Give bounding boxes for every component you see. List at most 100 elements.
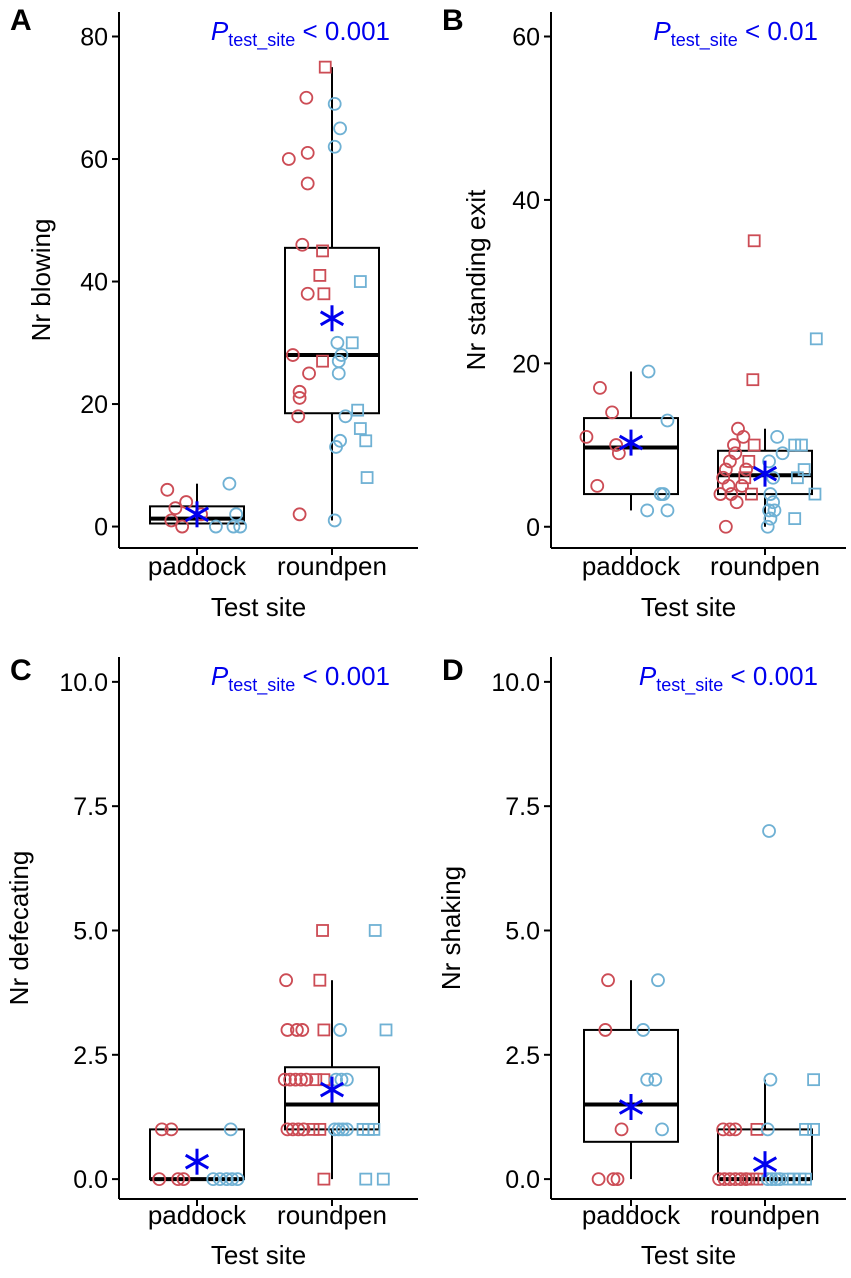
point-blue-circle bbox=[339, 1072, 354, 1087]
point-red-circle bbox=[176, 1172, 191, 1187]
point-blue-circle bbox=[327, 513, 342, 528]
point-blue-circle bbox=[775, 446, 790, 461]
point-red-circle bbox=[295, 1023, 310, 1037]
point-red-square bbox=[317, 1023, 331, 1037]
point-blue-circle bbox=[763, 511, 778, 526]
point-red-circle bbox=[294, 1072, 308, 1087]
p-value-annotation: Ptest_site < 0.001 bbox=[211, 661, 390, 696]
panel-label: D bbox=[442, 654, 464, 687]
point-blue-square bbox=[788, 512, 802, 525]
panel-c: C 0.0 2.5 5.0 7.5 10.0 paddock roundpen Test sit… bbox=[4, 654, 418, 1270]
point-red-square bbox=[747, 234, 761, 248]
point-blue-circle bbox=[334, 348, 349, 362]
y-tick-label: 10.0 bbox=[491, 669, 540, 697]
point-blue-circle bbox=[330, 335, 345, 350]
point-red-circle bbox=[154, 1122, 169, 1137]
point-red-circle bbox=[291, 1122, 306, 1137]
y-tick-label: 20 bbox=[512, 350, 540, 378]
p-symbol: P bbox=[211, 661, 229, 691]
point-red-circle bbox=[277, 1072, 292, 1087]
p-threshold: < 0.001 bbox=[723, 661, 818, 691]
y-tick-label: 40 bbox=[80, 269, 108, 297]
y-tick-label: 2.5 bbox=[73, 1042, 108, 1070]
point-blue-square bbox=[807, 1073, 820, 1087]
point-red-circle bbox=[717, 1172, 732, 1187]
point-blue-circle bbox=[641, 364, 656, 379]
point-red-circle bbox=[295, 237, 310, 252]
point-blue-square bbox=[379, 1023, 393, 1037]
point-red-circle bbox=[302, 366, 316, 381]
point-blue-square bbox=[353, 275, 367, 288]
point-red-square bbox=[313, 973, 327, 987]
y-tick-label: 2.5 bbox=[505, 1042, 540, 1070]
point-blue-circle bbox=[327, 96, 342, 111]
point-blue-square bbox=[359, 434, 373, 448]
point-blue-circle bbox=[767, 503, 782, 518]
point-blue-circle bbox=[225, 1172, 240, 1187]
point-blue-circle bbox=[772, 1172, 787, 1187]
panel-label: C bbox=[10, 654, 32, 687]
p-value-annotation: Ptest_site < 0.01 bbox=[653, 16, 818, 51]
point-red-square bbox=[316, 354, 329, 368]
y-tick-label: 10.0 bbox=[59, 669, 108, 697]
point-red-circle bbox=[283, 1072, 298, 1087]
panel-d: D 0.0 2.5 5.0 7.5 10.0 paddock roundpen Test sit… bbox=[436, 654, 846, 1270]
point-red-circle bbox=[160, 482, 175, 497]
y-tick-label: 0.0 bbox=[505, 1166, 540, 1194]
point-red-square bbox=[745, 487, 758, 501]
point-blue-circle bbox=[766, 495, 780, 510]
x-tick-label-roundpen: roundpen bbox=[277, 1200, 387, 1230]
point-red-circle bbox=[610, 1172, 625, 1187]
box-iqr bbox=[284, 246, 380, 415]
point-red-square bbox=[746, 373, 760, 387]
point-red-circle bbox=[300, 176, 315, 191]
point-blue-square bbox=[351, 403, 365, 417]
point-blue-square bbox=[797, 463, 811, 476]
p-subscript: test_site bbox=[671, 30, 738, 51]
point-red-circle bbox=[601, 973, 615, 988]
point-blue-circle bbox=[230, 1172, 245, 1187]
point-blue-circle bbox=[770, 429, 785, 444]
point-blue-circle bbox=[233, 519, 248, 534]
point-blue-square bbox=[799, 1122, 812, 1136]
y-tick-label: 7.5 bbox=[73, 793, 108, 821]
x-tick-label-paddock: paddock bbox=[582, 1200, 681, 1230]
y-tick-label: 0.0 bbox=[73, 1166, 108, 1194]
point-blue-circle bbox=[763, 1072, 778, 1087]
x-tick-label-roundpen: roundpen bbox=[710, 551, 820, 581]
point-blue-circle bbox=[636, 1023, 651, 1037]
point-red-circle bbox=[713, 487, 728, 501]
point-blue-circle bbox=[640, 1072, 655, 1087]
mean-marker-paddock bbox=[184, 501, 210, 528]
p-threshold: < 0.001 bbox=[295, 661, 390, 691]
mean-marker-paddock bbox=[184, 1148, 210, 1175]
mean-marker-paddock bbox=[618, 429, 644, 456]
point-blue-square bbox=[353, 422, 367, 435]
x-tick-label-roundpen: roundpen bbox=[277, 551, 387, 581]
point-red-circle bbox=[736, 429, 751, 444]
point-blue-circle bbox=[339, 1122, 354, 1137]
x-axis-title: Test site bbox=[211, 1240, 306, 1270]
point-red-circle bbox=[712, 1172, 726, 1187]
panel-a: A 0 20 40 60 80 paddock roundpen Test site Nr blo… bbox=[10, 4, 418, 622]
point-red-circle bbox=[288, 1072, 303, 1087]
point-red-circle bbox=[285, 348, 300, 362]
y-tick-label: 0 bbox=[526, 514, 540, 542]
y-axis-title: Nr shaking bbox=[436, 866, 466, 990]
point-red-circle bbox=[718, 462, 733, 477]
point-blue-circle bbox=[329, 440, 343, 454]
box-roundpen bbox=[284, 67, 380, 521]
y-tick-label: 60 bbox=[80, 146, 108, 174]
point-blue-circle bbox=[762, 454, 776, 469]
point-blue-square bbox=[791, 471, 804, 485]
point-red-square bbox=[742, 454, 756, 468]
point-blue-square bbox=[345, 336, 359, 350]
point-blue-square bbox=[368, 924, 382, 937]
point-red-circle bbox=[285, 1122, 300, 1137]
point-red-circle bbox=[611, 446, 626, 461]
point-red-circle bbox=[606, 1172, 621, 1187]
point-red-circle bbox=[723, 454, 737, 469]
point-blue-circle bbox=[762, 824, 776, 838]
x-axis-title: Test site bbox=[211, 592, 306, 622]
